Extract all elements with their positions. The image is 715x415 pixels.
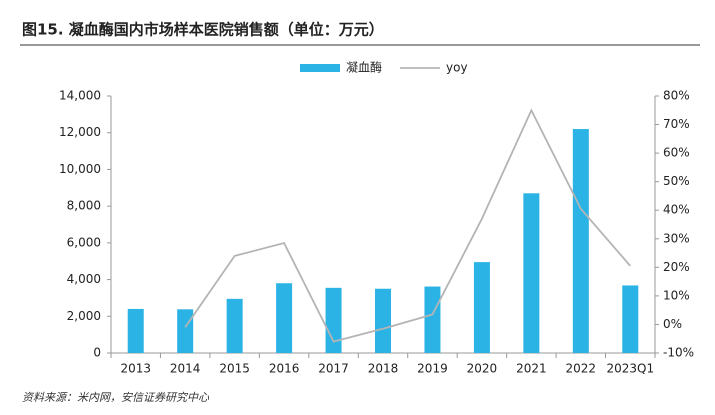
x-tick-label: 2022 [566, 362, 597, 376]
bar [622, 285, 639, 353]
y2-tick-label: 70% [663, 117, 690, 131]
legend-label: 凝血酶 [346, 60, 382, 75]
y2-tick-label: 50% [663, 174, 690, 188]
bar [127, 308, 144, 353]
y-tick-label: 2,000 [67, 309, 101, 323]
x-tick-label: 2019 [417, 362, 448, 376]
bar [276, 283, 293, 353]
bar [523, 193, 540, 353]
bar [177, 309, 194, 353]
y2-tick-label: -10% [663, 346, 694, 360]
y2-tick-label: 20% [663, 260, 690, 274]
bar [226, 298, 243, 353]
y-tick-label: 14,000 [59, 89, 101, 103]
y-tick-label: 4,000 [67, 272, 101, 286]
y-tick-label: 12,000 [59, 125, 101, 139]
y2-tick-label: 0% [663, 317, 682, 331]
x-tick-label: 2018 [368, 362, 399, 376]
x-tick-label: 2021 [516, 362, 547, 376]
y-tick-label: 8,000 [67, 199, 101, 213]
y2-tick-label: 80% [663, 89, 690, 103]
x-tick-label: 2020 [467, 362, 498, 376]
bar [473, 262, 490, 353]
y2-tick-label: 60% [663, 146, 690, 160]
x-tick-label: 2015 [219, 362, 250, 376]
line [184, 108, 631, 343]
x-tick-label: 2023Q1 [606, 362, 654, 376]
x-tick-label: 2014 [170, 362, 201, 376]
legend-swatch [300, 64, 340, 72]
legend-label: yoy [446, 61, 468, 75]
y2-tick-label: 30% [663, 231, 690, 245]
x-tick-label: 2017 [318, 362, 349, 376]
bar [325, 287, 342, 353]
bar [572, 129, 589, 353]
y-tick-label: 0 [93, 346, 101, 360]
x-tick-label: 2013 [120, 362, 151, 376]
y-tick-label: 10,000 [59, 162, 101, 176]
chart-title: 图15. 凝血酶国内市场样本医院销售额（单位：万元） [22, 21, 384, 39]
source: 资料来源：米内网，安信证券研究中心 [22, 391, 210, 404]
bar [424, 286, 441, 353]
y2-tick-label: 40% [663, 203, 690, 217]
y-tick-label: 6,000 [67, 235, 101, 249]
bar [375, 288, 391, 353]
y2-tick-label: 10% [663, 288, 690, 302]
x-tick-label: 2016 [269, 362, 300, 376]
